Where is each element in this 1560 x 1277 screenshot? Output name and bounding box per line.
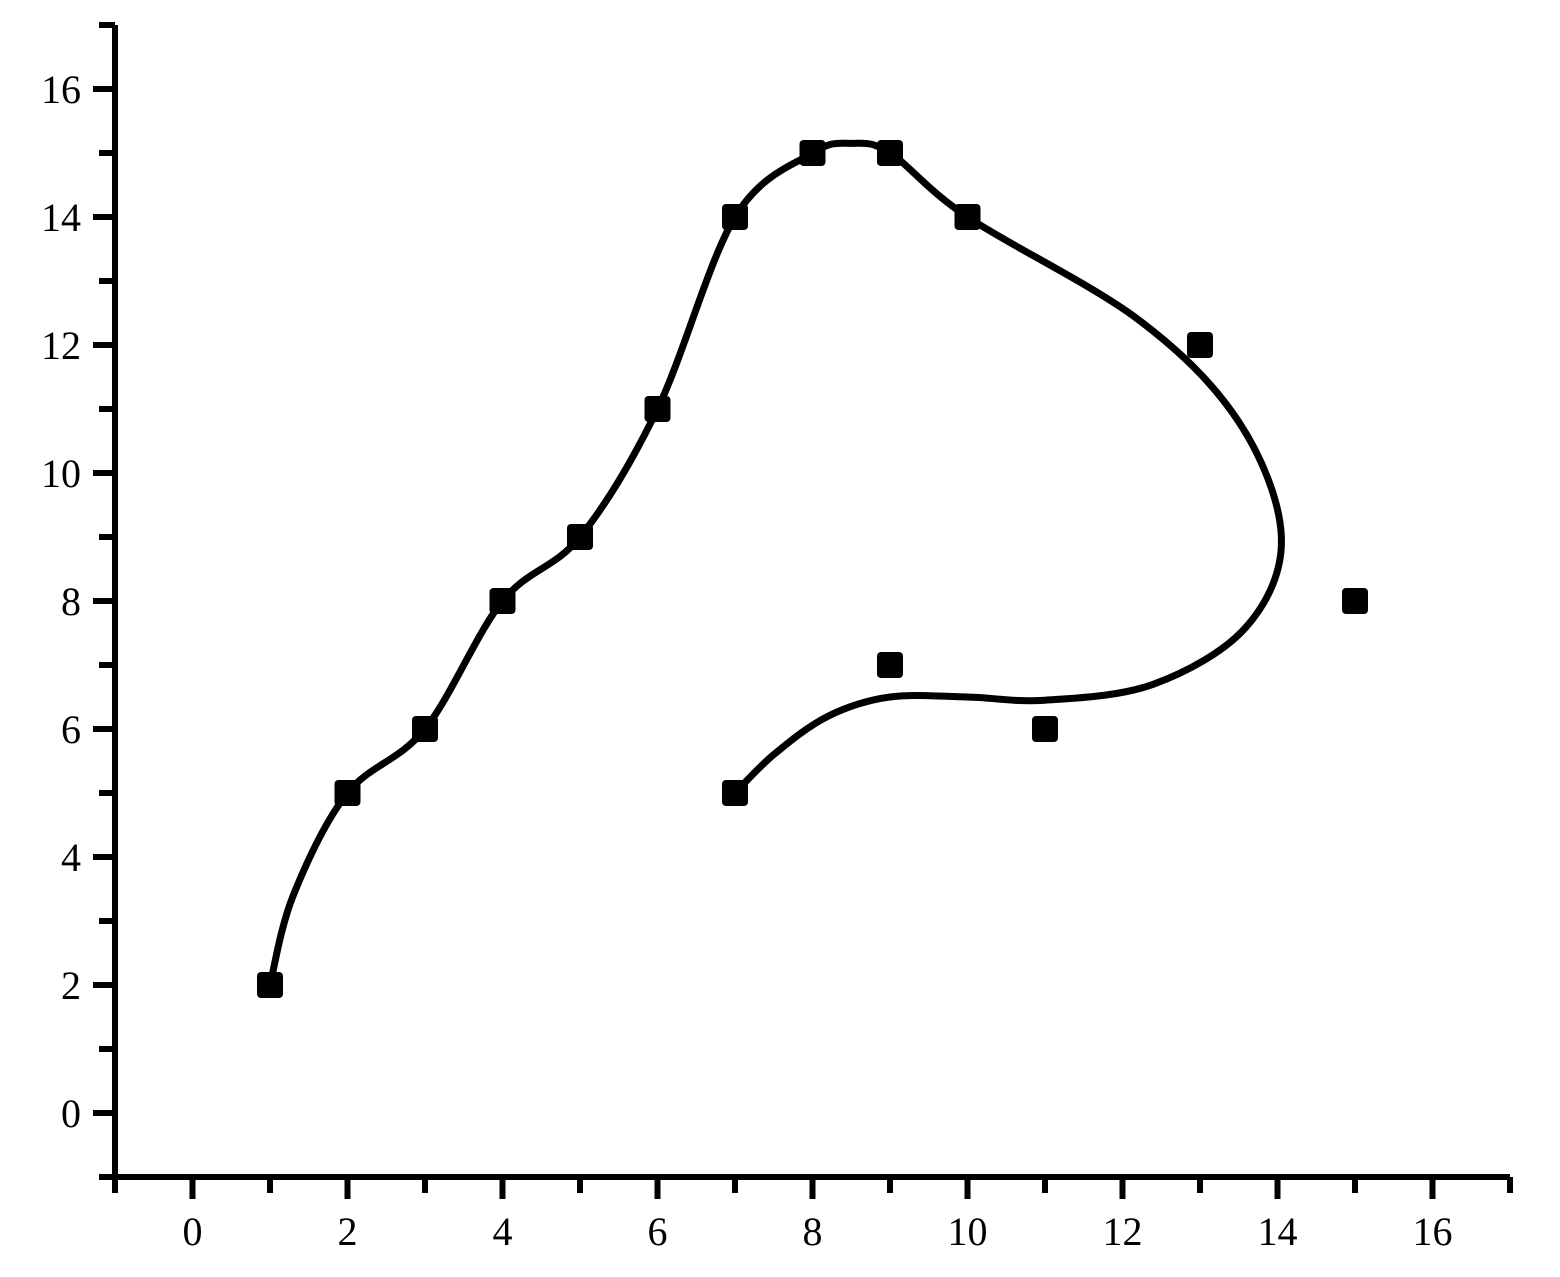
x-tick-label: 0 xyxy=(183,1209,203,1254)
y-tick-label: 10 xyxy=(41,451,81,496)
chart-svg: 0 2 4 6 8 10 12 14 16 0 2 4 6 8 10 12 14 16 xyxy=(0,0,1560,1277)
y-tick-label: 8 xyxy=(61,579,81,624)
data-point xyxy=(722,204,748,230)
data-point xyxy=(490,588,516,614)
data-point xyxy=(1187,332,1213,358)
data-point xyxy=(412,716,438,742)
y-tick-label: 0 xyxy=(61,1091,81,1136)
x-tick-label: 12 xyxy=(1103,1209,1143,1254)
y-tick-label: 2 xyxy=(61,963,81,1008)
data-point xyxy=(1342,588,1368,614)
y-tick-label: 12 xyxy=(41,323,81,368)
x-tick-label: 2 xyxy=(338,1209,358,1254)
data-point xyxy=(877,140,903,166)
data-point xyxy=(567,524,593,550)
x-tick-label: 10 xyxy=(948,1209,988,1254)
x-tick-label: 14 xyxy=(1258,1209,1298,1254)
y-tick-label: 16 xyxy=(41,67,81,112)
data-point xyxy=(877,652,903,678)
data-point xyxy=(722,780,748,806)
data-point xyxy=(955,204,981,230)
y-tick-label: 4 xyxy=(61,835,81,880)
chart-container: 0 2 4 6 8 10 12 14 16 0 2 4 6 8 10 12 14 16 xyxy=(0,0,1560,1277)
data-point xyxy=(257,972,283,998)
data-point xyxy=(1032,716,1058,742)
x-tick-label: 16 xyxy=(1413,1209,1453,1254)
x-tick-label: 6 xyxy=(648,1209,668,1254)
data-point xyxy=(335,780,361,806)
x-tick-label: 8 xyxy=(803,1209,823,1254)
y-tick-label: 6 xyxy=(61,707,81,752)
data-point xyxy=(645,396,671,422)
data-point xyxy=(800,140,826,166)
x-tick-label: 4 xyxy=(493,1209,513,1254)
y-tick-label: 14 xyxy=(41,195,81,240)
